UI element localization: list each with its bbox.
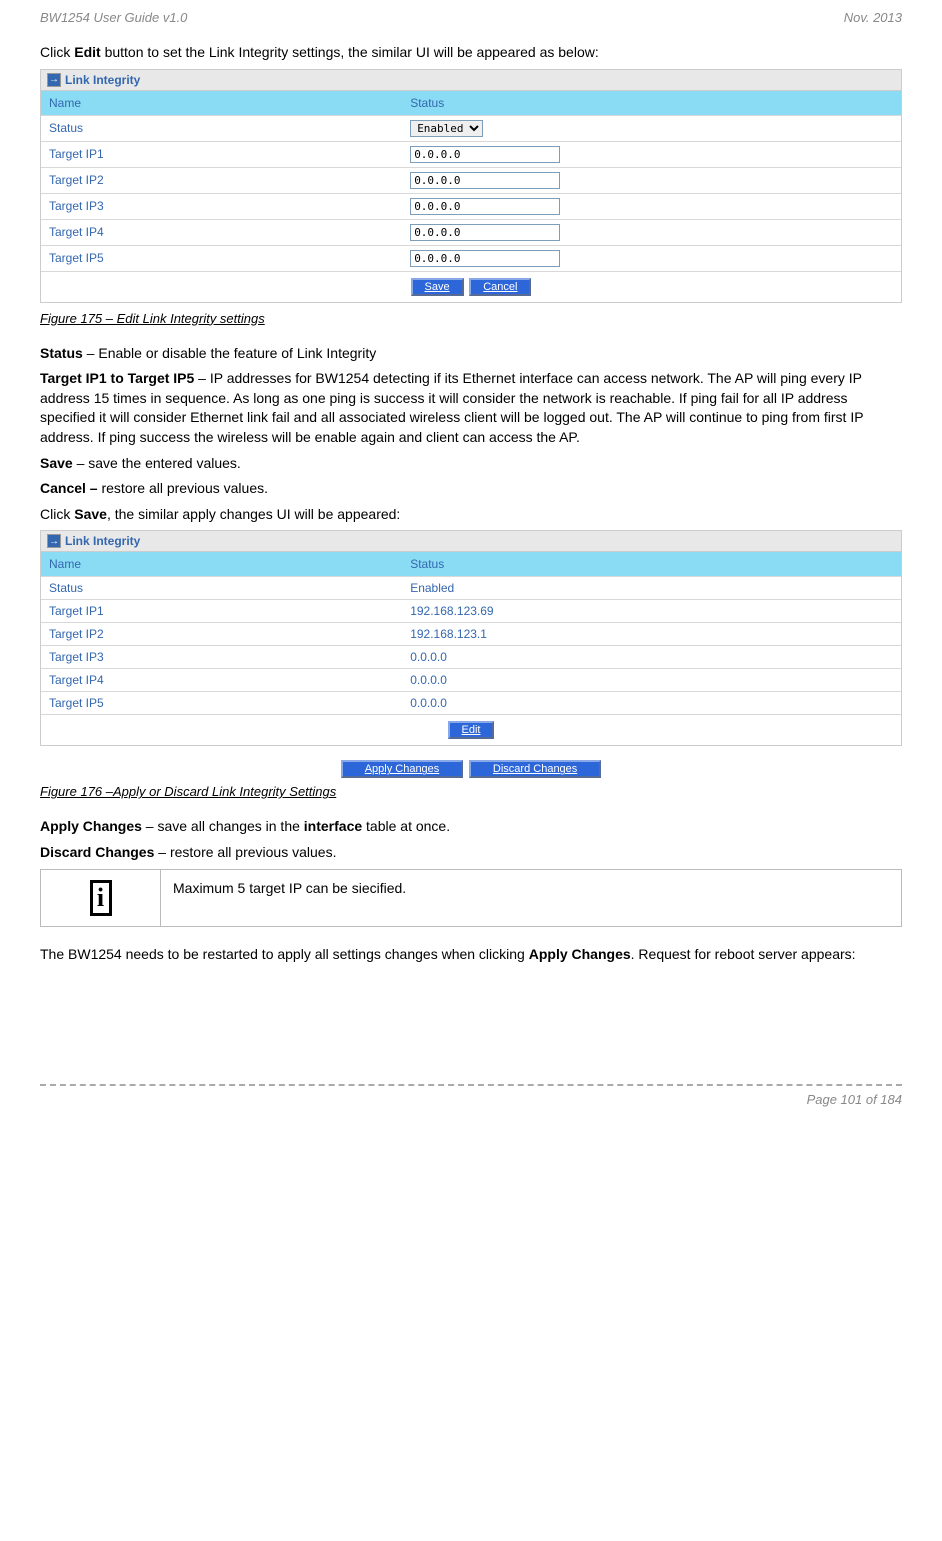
table-row: Target IP5 bbox=[41, 245, 901, 271]
table-row: Target IP2192.168.123.1 bbox=[41, 622, 901, 645]
page-footer: Page 101 of 184 bbox=[40, 1084, 902, 1110]
button-row: Edit bbox=[41, 714, 901, 745]
table-row: StatusEnabled bbox=[41, 576, 901, 599]
table-row: Status Enabled bbox=[41, 115, 901, 141]
cancel-button[interactable]: Cancel bbox=[469, 278, 531, 296]
panel-title: → Link Integrity bbox=[41, 70, 901, 91]
ip-input[interactable] bbox=[410, 198, 560, 215]
panel1-rows: StatusEnabledTarget IP1Target IP2Target … bbox=[41, 115, 901, 271]
column-header: Name Status bbox=[41, 91, 901, 115]
ip-input[interactable] bbox=[410, 250, 560, 267]
button-row: Save Cancel bbox=[41, 271, 901, 302]
apply-discard-row: Apply Changes Discard Changes bbox=[40, 760, 902, 778]
table-row: Target IP30.0.0.0 bbox=[41, 645, 901, 668]
info-icon: i bbox=[90, 880, 112, 916]
body-paragraph: Click Save, the similar apply changes UI… bbox=[40, 505, 902, 525]
row-value bbox=[402, 220, 901, 245]
row-label: Status bbox=[41, 116, 402, 141]
status-select[interactable]: Enabled bbox=[410, 120, 483, 137]
body-paragraph: Save – save the entered values. bbox=[40, 454, 902, 474]
panel-title: → Link Integrity bbox=[41, 531, 901, 552]
panel2-rows: StatusEnabledTarget IP1192.168.123.69Tar… bbox=[41, 576, 901, 714]
ip-input[interactable] bbox=[410, 224, 560, 241]
edit-button[interactable]: Edit bbox=[448, 721, 495, 739]
body-paragraph: Target IP1 to Target IP5 – IP addresses … bbox=[40, 369, 902, 447]
post-block: Apply Changes – save all changes in the … bbox=[40, 817, 902, 862]
col-status-header: Status bbox=[402, 552, 901, 576]
row-label: Target IP3 bbox=[41, 646, 402, 668]
ip-input[interactable] bbox=[410, 172, 560, 189]
table-row: Target IP1 bbox=[41, 141, 901, 167]
row-label: Status bbox=[41, 577, 402, 599]
row-value: 0.0.0.0 bbox=[402, 669, 901, 691]
header-left: BW1254 User Guide v1.0 bbox=[40, 10, 187, 25]
panel-title-text: Link Integrity bbox=[65, 73, 140, 87]
table-row: Target IP4 bbox=[41, 219, 901, 245]
apply-changes-button[interactable]: Apply Changes bbox=[341, 760, 464, 778]
info-note: i Maximum 5 target IP can be siecified. bbox=[40, 869, 902, 927]
row-value: 192.168.123.1 bbox=[402, 623, 901, 645]
discard-changes-button[interactable]: Discard Changes bbox=[469, 760, 601, 778]
row-label: Target IP4 bbox=[41, 669, 402, 691]
row-value bbox=[402, 194, 901, 219]
figure-caption-175: Figure 175 – Edit Link Integrity setting… bbox=[40, 311, 902, 326]
table-row: Target IP40.0.0.0 bbox=[41, 668, 901, 691]
intro-text: Click Edit button to set the Link Integr… bbox=[40, 43, 902, 63]
col-name-header: Name bbox=[41, 91, 402, 115]
page-header: BW1254 User Guide v1.0 Nov. 2013 bbox=[40, 0, 902, 43]
footer-page-number: Page 101 of 184 bbox=[807, 1092, 902, 1107]
row-value bbox=[402, 246, 901, 271]
row-value: Enabled bbox=[402, 577, 901, 599]
body-paragraph: Status – Enable or disable the feature o… bbox=[40, 344, 902, 364]
row-label: Target IP2 bbox=[41, 168, 402, 193]
table-row: Target IP2 bbox=[41, 167, 901, 193]
table-row: Target IP1192.168.123.69 bbox=[41, 599, 901, 622]
link-integrity-view-panel: → Link Integrity Name Status StatusEnabl… bbox=[40, 530, 902, 746]
row-label: Target IP4 bbox=[41, 220, 402, 245]
closing-text: The BW1254 needs to be restarted to appl… bbox=[40, 945, 902, 965]
row-value: 0.0.0.0 bbox=[402, 692, 901, 714]
row-label: Target IP5 bbox=[41, 246, 402, 271]
arrow-icon: → bbox=[47, 73, 61, 87]
panel-title-text: Link Integrity bbox=[65, 534, 140, 548]
header-right: Nov. 2013 bbox=[844, 10, 902, 25]
body-paragraph: Apply Changes – save all changes in the … bbox=[40, 817, 902, 837]
row-value bbox=[402, 142, 901, 167]
row-label: Target IP3 bbox=[41, 194, 402, 219]
row-value: 192.168.123.69 bbox=[402, 600, 901, 622]
link-integrity-edit-panel: → Link Integrity Name Status Status Enabl… bbox=[40, 69, 902, 303]
row-label: Target IP2 bbox=[41, 623, 402, 645]
figure-caption-176: Figure 176 –Apply or Discard Link Integr… bbox=[40, 784, 902, 799]
definitions-block: Status – Enable or disable the feature o… bbox=[40, 344, 902, 525]
info-icon-cell: i bbox=[41, 870, 161, 926]
arrow-icon: → bbox=[47, 534, 61, 548]
column-header: Name Status bbox=[41, 552, 901, 576]
col-status-header: Status bbox=[402, 91, 901, 115]
col-name-header: Name bbox=[41, 552, 402, 576]
row-value: Enabled bbox=[402, 116, 901, 141]
row-label: Target IP1 bbox=[41, 600, 402, 622]
body-paragraph: Discard Changes – restore all previous v… bbox=[40, 843, 902, 863]
ip-input[interactable] bbox=[410, 146, 560, 163]
row-value bbox=[402, 168, 901, 193]
save-button[interactable]: Save bbox=[411, 278, 464, 296]
body-paragraph: Cancel – restore all previous values. bbox=[40, 479, 902, 499]
row-value: 0.0.0.0 bbox=[402, 646, 901, 668]
row-label: Target IP1 bbox=[41, 142, 402, 167]
table-row: Target IP50.0.0.0 bbox=[41, 691, 901, 714]
note-text: Maximum 5 target IP can be siecified. bbox=[161, 870, 901, 926]
table-row: Target IP3 bbox=[41, 193, 901, 219]
row-label: Target IP5 bbox=[41, 692, 402, 714]
